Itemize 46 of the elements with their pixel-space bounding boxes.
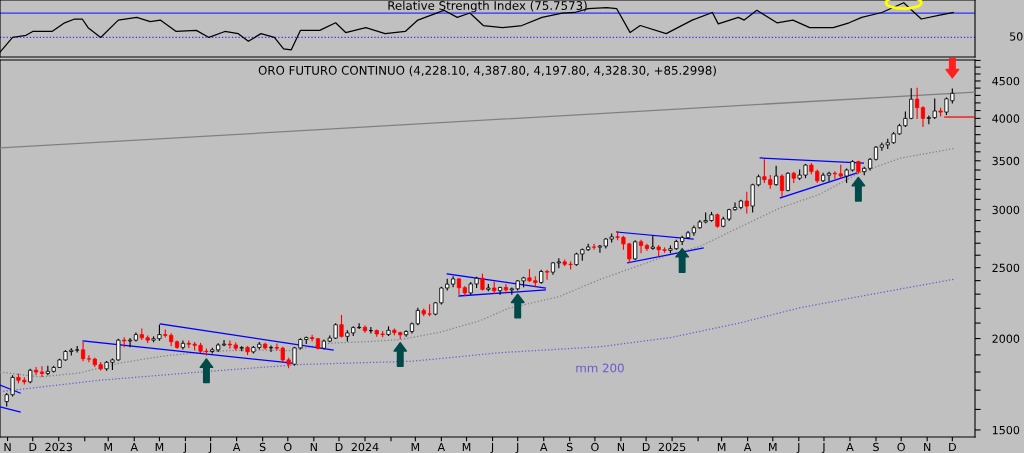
x-tick-label: N (924, 442, 931, 451)
x-tick-label: S (873, 442, 879, 452)
x-tick-label: O (897, 442, 905, 452)
x-tick-label: J (490, 442, 494, 453)
x-tick-label: J (208, 442, 212, 453)
x-tick-label: N (310, 442, 317, 451)
y-tick-label: 4500 (992, 76, 1020, 86)
x-tick-label: N (617, 442, 624, 451)
x-tick-label: A (437, 442, 446, 451)
x-tick-label: O (284, 442, 292, 452)
chart-title: Relative Strength Index (75.7573) (388, 0, 587, 13)
x-tick-label: 2025 (658, 442, 686, 452)
text: 50 (1009, 32, 1023, 41)
x-tick-label: A (743, 442, 752, 451)
x-tick-label: D (29, 442, 37, 451)
x-tick-label: A (232, 442, 241, 451)
x-tick-label: O (591, 442, 599, 452)
series-label: mm 200 (576, 363, 624, 373)
x-tick-label: M (155, 442, 164, 451)
x-tick-label: D (335, 442, 343, 451)
x-tick-label: J (183, 442, 186, 453)
x-tick-label: D (642, 442, 650, 451)
x-tick-label: M (717, 442, 726, 451)
x-tick-label: J (821, 442, 825, 453)
y-tick-label: 3000 (992, 205, 1020, 215)
y-tick-label: 3500 (992, 156, 1020, 166)
x-tick-label: 2024 (351, 442, 379, 452)
x-tick-label: M (462, 442, 471, 451)
x-tick-label: 2023 (45, 442, 72, 452)
x-tick-label: A (540, 442, 548, 451)
x-tick-label: S (566, 442, 573, 452)
y-tick-label: 2500 (992, 263, 1020, 273)
y-tick-label: 1500 (992, 425, 1020, 435)
chart-title: ORO FUTURO CONTINUO (4,228.10, 4,387.80, 4,197.80, 4,328.30, +85.2998) (258, 65, 716, 77)
x-tick-label: M (769, 442, 777, 451)
y-tick-label: 2000 (992, 334, 1020, 343)
x-tick-label: D (949, 442, 956, 451)
x-tick-label: M (411, 442, 420, 451)
x-tick-label: M (104, 442, 112, 451)
x-tick-label: S (259, 442, 266, 452)
x-tick-label: N (4, 442, 11, 451)
x-tick-label: J (515, 442, 519, 453)
x-tick-label: A (130, 442, 138, 451)
y-tick-label: 4000 (992, 114, 1020, 123)
x-tick-label: A (846, 442, 854, 451)
x-tick-label: J (796, 442, 800, 453)
